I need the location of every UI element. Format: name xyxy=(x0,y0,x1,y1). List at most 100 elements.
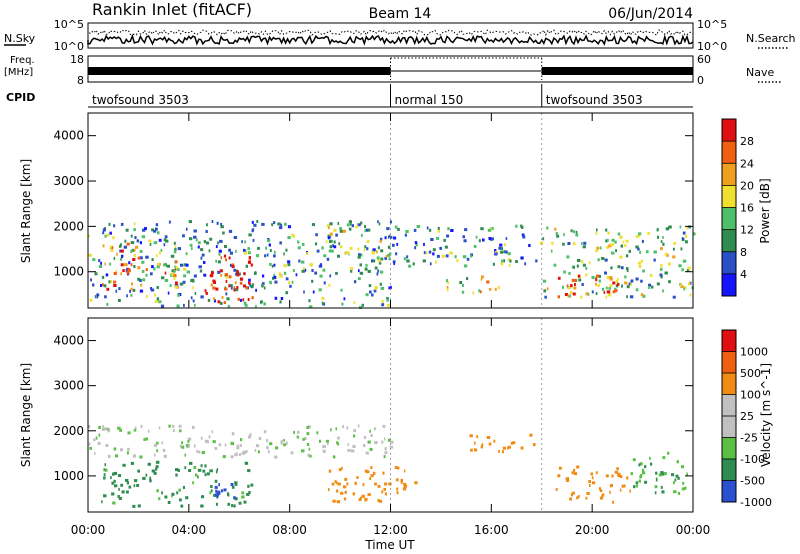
freq-unit-label: [MHz] xyxy=(4,67,33,78)
velocity-echo-cell xyxy=(382,424,386,428)
power-echo-cell xyxy=(625,239,629,243)
velocity-echo-cell xyxy=(97,441,101,445)
time-axis-label: Time UT xyxy=(364,538,415,552)
velocity-echo-cell xyxy=(158,497,161,501)
power-echo-cell xyxy=(170,254,175,258)
velocity-echo-cell xyxy=(204,473,207,477)
power-echo-cell xyxy=(591,290,594,294)
velocity-echo-cell xyxy=(175,468,179,472)
power-echo-cell xyxy=(269,262,272,266)
velocity-echo-cell xyxy=(102,425,105,428)
velocity-echo-cell xyxy=(266,446,269,450)
power-echo-cell xyxy=(546,287,549,291)
velocity-echo-cell xyxy=(280,439,283,443)
nsky-panel-frame xyxy=(87,22,694,49)
velocity-echo-cell xyxy=(184,453,187,457)
time-tick-label: 04:00 xyxy=(172,523,207,537)
colorbar-swatch xyxy=(722,437,736,459)
velocity-echo-cell xyxy=(101,500,103,504)
power-echo-cell xyxy=(247,251,251,255)
power-echo-cell xyxy=(660,275,663,279)
velocity-echo-cell xyxy=(681,487,685,491)
power-echo-cell xyxy=(137,266,141,270)
velocity-echo-cell xyxy=(335,427,337,431)
velocity-echo-cell xyxy=(188,469,192,472)
power-echo-cell xyxy=(111,246,114,250)
power-axes: 1000 2000 3000 4000 xyxy=(53,113,694,308)
power-echo-cell xyxy=(388,257,391,261)
power-echo-cell xyxy=(322,268,326,272)
power-echo-cell xyxy=(308,299,311,303)
power-echo-cell xyxy=(497,286,501,290)
velocity-echo-cell xyxy=(248,491,251,494)
velocity-echo-cell xyxy=(507,446,509,450)
velocity-echo-cell xyxy=(394,466,398,469)
power-echo-cell xyxy=(256,220,259,223)
velocity-echo-cell xyxy=(230,441,234,445)
power-echo-cell xyxy=(397,227,400,231)
power-echo-cell xyxy=(140,283,143,287)
velocity-echo-cell xyxy=(363,435,367,439)
y-tick-label: 1000 xyxy=(53,265,84,279)
power-echo-cell xyxy=(573,286,577,290)
velocity-echo-cell xyxy=(673,481,675,485)
power-echo-cell xyxy=(619,235,623,239)
velocity-echo-cell xyxy=(362,444,366,447)
power-echo-cell xyxy=(330,249,334,253)
velocity-echo-cell xyxy=(377,498,380,502)
velocity-echo-cell xyxy=(111,492,115,496)
power-echo-cell xyxy=(436,236,440,240)
velocity-echo-cell xyxy=(95,436,98,440)
power-echo-cell xyxy=(392,243,395,247)
power-echo-cell xyxy=(574,283,576,286)
power-echo-cell xyxy=(689,281,692,285)
power-echo-cell xyxy=(328,249,332,253)
power-echo-cell xyxy=(311,223,315,227)
power-echo-cell xyxy=(265,246,268,250)
power-echo-cell xyxy=(215,287,219,291)
power-echo-cell xyxy=(145,255,149,259)
power-echo-cell xyxy=(92,258,96,262)
power-echo-cell xyxy=(389,220,392,224)
velocity-echo-cell xyxy=(196,450,199,454)
velocity-echo-cell xyxy=(209,469,213,473)
velocity-echo-cell xyxy=(155,441,159,445)
power-echo-cell xyxy=(404,233,407,237)
power-echo-cell xyxy=(358,253,361,257)
power-echo-cell xyxy=(571,278,575,282)
velocity-echo-cell xyxy=(216,468,219,472)
colorbar-swatch xyxy=(722,185,736,208)
power-echo-cell xyxy=(377,269,380,273)
power-echo-cell xyxy=(341,302,344,306)
nsearch-bottom-tick: 10^0 xyxy=(697,40,727,53)
power-echo-cell xyxy=(156,286,159,289)
velocity-echo-cell xyxy=(388,482,392,486)
power-echo-cell xyxy=(662,289,664,293)
power-echo-cell xyxy=(386,298,389,302)
power-echo-cell xyxy=(126,271,130,275)
power-echo-cell xyxy=(255,304,257,308)
power-echo-cell xyxy=(201,253,205,257)
velocity-echo-cell xyxy=(200,504,204,508)
power-echo-cell xyxy=(279,274,283,278)
power-echo-cell xyxy=(150,272,153,276)
velocity-echo-cell xyxy=(107,454,111,458)
power-echo-cell xyxy=(403,257,407,261)
power-echo-cell xyxy=(319,274,323,278)
power-echo-cell xyxy=(103,284,107,288)
power-echo-cell xyxy=(234,281,237,285)
power-echo-cell xyxy=(96,293,100,297)
velocity-echo-cell xyxy=(639,475,642,479)
velocity-echo-cell xyxy=(163,454,167,458)
velocity-echo-cell xyxy=(113,479,116,483)
power-echo-cell xyxy=(228,229,233,233)
velocity-echo-cell xyxy=(638,479,641,483)
time-tick-label: 20:00 xyxy=(575,523,610,537)
power-echo-cell xyxy=(686,226,688,230)
power-echo-cell xyxy=(385,254,388,258)
power-echo-cell xyxy=(557,295,560,299)
colorbar-tick-label: 1000 xyxy=(740,346,768,359)
velocity-echo-cell xyxy=(212,440,216,444)
power-echo-cell xyxy=(220,222,222,226)
power-echo-cell xyxy=(637,234,640,238)
